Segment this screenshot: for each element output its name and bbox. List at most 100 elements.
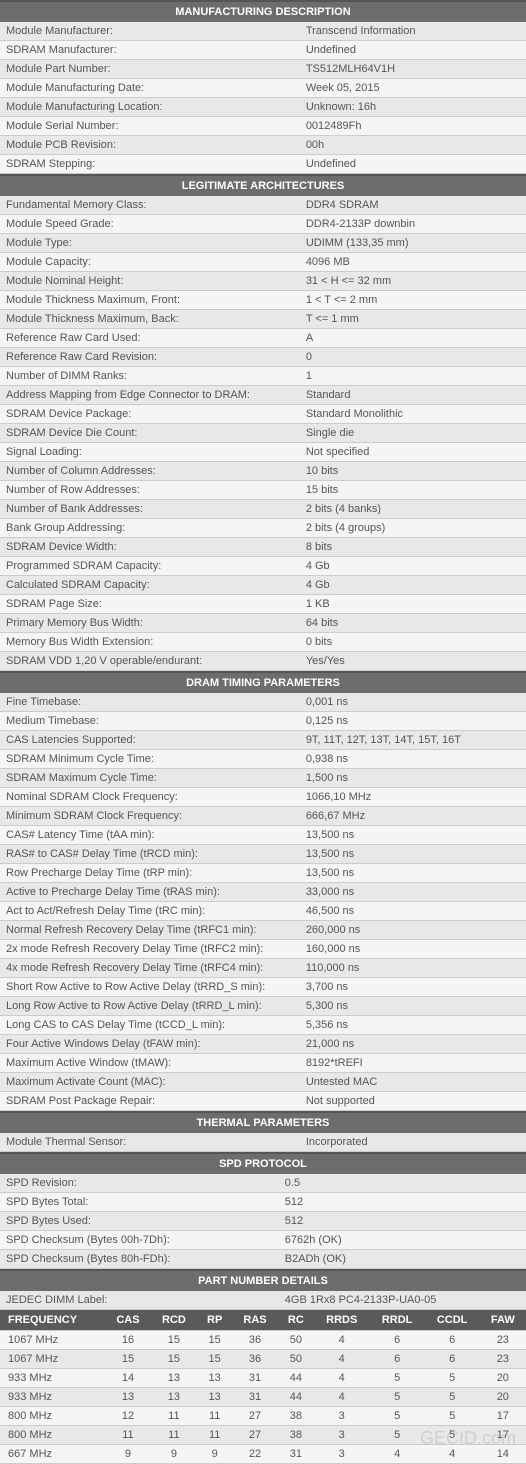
freq-cell: 4: [314, 1369, 370, 1388]
freq-cell: 3: [314, 1407, 370, 1426]
freq-cell: 13: [197, 1369, 232, 1388]
row-value: Single die: [300, 424, 526, 443]
table-row: Number of Bank Addresses:2 bits (4 banks…: [0, 500, 526, 519]
row-label: Four Active Windows Delay (tFAW min):: [0, 1035, 300, 1054]
row-label: Calculated SDRAM Capacity:: [0, 576, 300, 595]
row-label: Module Manufacturing Date:: [0, 79, 300, 98]
row-value: 4 Gb: [300, 576, 526, 595]
row-value: Undefined: [300, 155, 526, 174]
row-label: Number of Row Addresses:: [0, 481, 300, 500]
freq-cell: 27: [232, 1407, 278, 1426]
row-value: 13,500 ns: [300, 845, 526, 864]
frequency-row: 800 MHz111111273835517: [0, 1426, 526, 1445]
row-value: Standard: [300, 386, 526, 405]
row-value: 1 KB: [300, 595, 526, 614]
table-row: Reference Raw Card Used:A: [0, 329, 526, 348]
frequency-row: 800 MHz121111273835517: [0, 1407, 526, 1426]
freq-header-cell: RRDL: [370, 1310, 425, 1331]
freq-cell: 9: [197, 1445, 232, 1464]
row-value: 2 bits (4 groups): [300, 519, 526, 538]
table-row: Module Thickness Maximum, Back:T <= 1 mm: [0, 310, 526, 329]
row-label: Nominal SDRAM Clock Frequency:: [0, 788, 300, 807]
row-label: Memory Bus Width Extension:: [0, 633, 300, 652]
table-row: SPD Checksum (Bytes 80h-FDh):B2ADh (OK): [0, 1250, 526, 1269]
row-value: TS512MLH64V1H: [300, 60, 526, 79]
frequency-table: FREQUENCYCASRCDRPRASRCRRDSRRDLCCDLFAW 106…: [0, 1310, 526, 1464]
table-row: SDRAM Page Size:1 KB: [0, 595, 526, 614]
freq-cell: 4: [314, 1388, 370, 1407]
row-label: Module Nominal Height:: [0, 272, 300, 291]
table-row: Nominal SDRAM Clock Frequency:1066,10 MH…: [0, 788, 526, 807]
table-row: Module Capacity:4096 MB: [0, 253, 526, 272]
freq-cell: 50: [278, 1331, 314, 1350]
freq-header-cell: CCDL: [425, 1310, 480, 1331]
table-row: Module PCB Revision:00h: [0, 136, 526, 155]
row-label: SDRAM Maximum Cycle Time:: [0, 769, 300, 788]
row-value: 1: [300, 367, 526, 386]
table-row: SDRAM Stepping:Undefined: [0, 155, 526, 174]
freq-cell: 17: [480, 1426, 526, 1445]
row-value: A: [300, 329, 526, 348]
row-value: 0,001 ns: [300, 693, 526, 712]
table-row: Medium Timebase:0,125 ns: [0, 712, 526, 731]
table-row: Number of Row Addresses:15 bits: [0, 481, 526, 500]
table-row: Act to Act/Refresh Delay Time (tRC min):…: [0, 902, 526, 921]
frequency-row: 933 MHz141313314445520: [0, 1369, 526, 1388]
freq-cell: 44: [278, 1388, 314, 1407]
table-row: Memory Bus Width Extension:0 bits: [0, 633, 526, 652]
row-value: 64 bits: [300, 614, 526, 633]
freq-cell: 15: [197, 1331, 232, 1350]
row-value: 15 bits: [300, 481, 526, 500]
freq-cell: 9: [105, 1445, 151, 1464]
table-row: Fine Timebase:0,001 ns: [0, 693, 526, 712]
table-row: Bank Group Addressing:2 bits (4 groups): [0, 519, 526, 538]
freq-cell: 16: [105, 1331, 151, 1350]
row-value: 5,300 ns: [300, 997, 526, 1016]
freq-cell: 31: [232, 1369, 278, 1388]
table-row: Number of DIMM Ranks:1: [0, 367, 526, 386]
table-row: SDRAM Device Package:Standard Monolithic: [0, 405, 526, 424]
table-row: SPD Bytes Used:512: [0, 1212, 526, 1231]
freq-cell: 5: [425, 1388, 480, 1407]
table-row: Module Manufacturing Location:Unknown: 1…: [0, 98, 526, 117]
table-row: Minimum SDRAM Clock Frequency:666,67 MHz: [0, 807, 526, 826]
section-header-architectures: LEGITIMATE ARCHITECTURES: [0, 174, 526, 196]
freq-cell: 4: [314, 1350, 370, 1369]
row-label: SDRAM Stepping:: [0, 155, 300, 174]
section-header-part: PART NUMBER DETAILS: [0, 1269, 526, 1291]
row-label: Long Row Active to Row Active Delay (tRR…: [0, 997, 300, 1016]
freq-cell: 6: [425, 1331, 480, 1350]
row-value: 0,125 ns: [300, 712, 526, 731]
row-value: 13,500 ns: [300, 826, 526, 845]
row-label: Module Manufacturing Location:: [0, 98, 300, 117]
freq-cell: 5: [370, 1426, 425, 1445]
row-value: 5,356 ns: [300, 1016, 526, 1035]
row-value: T <= 1 mm: [300, 310, 526, 329]
freq-cell: 1067 MHz: [0, 1350, 105, 1369]
row-value: 2 bits (4 banks): [300, 500, 526, 519]
row-value: 9T, 11T, 12T, 13T, 14T, 15T, 16T: [300, 731, 526, 750]
row-value: Transcend Information: [300, 22, 526, 41]
row-value: Unknown: 16h: [300, 98, 526, 117]
row-label: SDRAM Page Size:: [0, 595, 300, 614]
section-header-timing: DRAM TIMING PARAMETERS: [0, 671, 526, 693]
row-label: SDRAM Device Width:: [0, 538, 300, 557]
row-label: Module Thickness Maximum, Back:: [0, 310, 300, 329]
row-value: 110,000 ns: [300, 959, 526, 978]
freq-header-cell: RP: [197, 1310, 232, 1331]
frequency-header-row: FREQUENCYCASRCDRPRASRCRRDSRRDLCCDLFAW: [0, 1310, 526, 1331]
row-label: JEDEC DIMM Label:: [0, 1291, 279, 1310]
table-row: SPD Revision:0.5: [0, 1174, 526, 1193]
table-row: SDRAM Maximum Cycle Time:1,500 ns: [0, 769, 526, 788]
table-thermal: Module Thermal Sensor:Incorporated: [0, 1133, 526, 1152]
row-label: Reference Raw Card Revision:: [0, 348, 300, 367]
freq-cell: 5: [370, 1407, 425, 1426]
table-row: Module Thickness Maximum, Front:1 < T <=…: [0, 291, 526, 310]
row-value: DDR4-2133P downbin: [300, 215, 526, 234]
table-row: SPD Checksum (Bytes 00h-7Dh):6762h (OK): [0, 1231, 526, 1250]
row-value: Yes/Yes: [300, 652, 526, 671]
row-label: Module Capacity:: [0, 253, 300, 272]
row-value: 666,67 MHz: [300, 807, 526, 826]
row-label: SDRAM Device Package:: [0, 405, 300, 424]
table-row: Module Serial Number:0012489Fh: [0, 117, 526, 136]
